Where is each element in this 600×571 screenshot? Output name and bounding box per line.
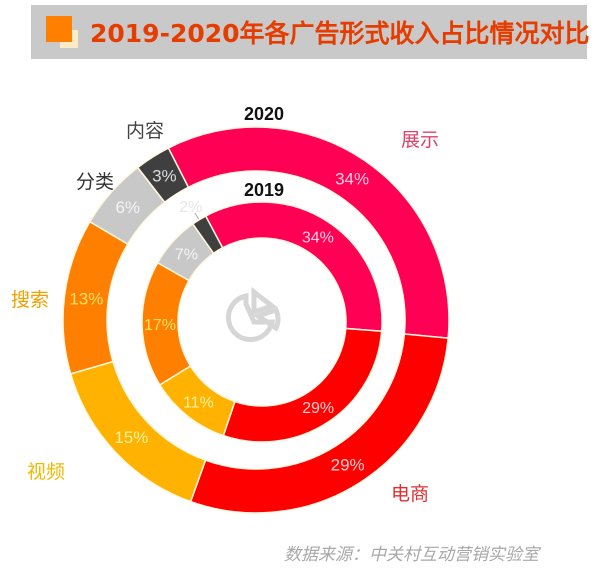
rings-group: [62, 126, 450, 514]
year-labels: 2020 2019: [244, 104, 284, 200]
segment-2019-内容: [191, 215, 224, 255]
percent-label-2020-电商: 29%: [331, 455, 365, 474]
percent-label-2020-内容: 3%: [152, 167, 177, 186]
title-square-icon: [46, 16, 72, 42]
category-label-分类: 分类: [76, 171, 114, 193]
percent-label-2020-搜索: 13%: [69, 290, 103, 309]
percent-label-2019-电商: 29%: [302, 400, 334, 417]
category-label-内容: 内容: [126, 120, 164, 142]
percent-label-2019-内容: 2%: [179, 199, 202, 216]
data-source: 数据来源：中关村互动营销实验室: [284, 545, 539, 565]
percent-label-2020-分类: 6%: [115, 198, 140, 217]
pie-chart-icon: [225, 286, 281, 343]
percent-label-2019-展示: 34%: [302, 230, 334, 247]
percent-label-2020-视频: 15%: [114, 428, 148, 447]
segment-2019-电商: [222, 327, 383, 443]
leader-line-2019-内容: [194, 212, 200, 220]
percent-label-2019-视频: 11%: [183, 395, 214, 412]
percent-label-2019-搜索: 17%: [144, 317, 176, 334]
percent-label-2020-展示: 34%: [335, 170, 369, 189]
percent-labels-group: 34% 29% 15% 13% 6% 3% 34% 29% 11% 17% 7% 2%: [69, 167, 369, 475]
segment-2020-内容: [136, 147, 190, 204]
chart-title: 2019-2020年各广告形式收入占比情况对比: [90, 19, 590, 48]
category-label-展示: 展示: [401, 129, 439, 151]
category-label-搜索: 搜索: [11, 289, 49, 311]
category-label-视频: 视频: [27, 461, 65, 483]
category-label-电商: 电商: [391, 483, 429, 505]
segment-2019-展示: [204, 201, 383, 333]
year-label-2020: 2020: [244, 104, 284, 124]
year-label-2019: 2019: [244, 180, 284, 200]
title-bar: [31, 5, 587, 59]
percent-label-2019-分类: 7%: [175, 246, 198, 263]
